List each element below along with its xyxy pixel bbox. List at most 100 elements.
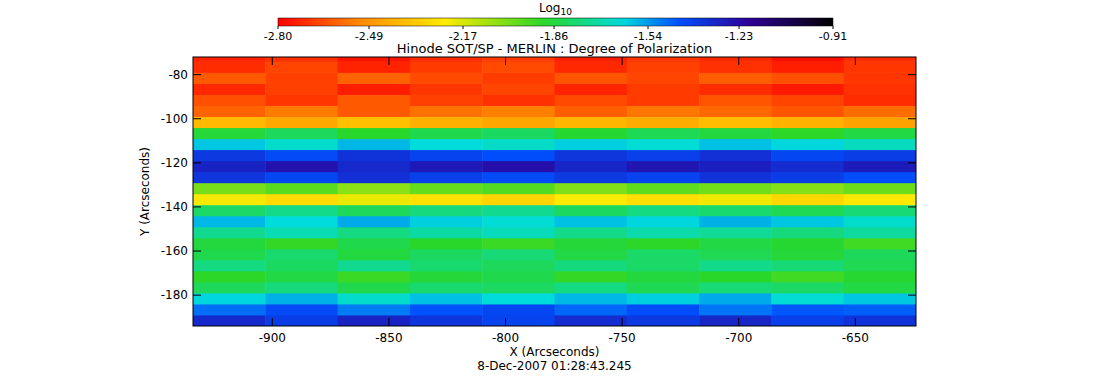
heatmap-cell: [844, 183, 916, 195]
heatmap-cell: [338, 106, 411, 118]
heatmap-cell: [627, 72, 700, 84]
heatmap-cell: [771, 161, 844, 173]
heatmap-cell: [627, 183, 700, 195]
heatmap-cell: [844, 72, 916, 84]
heatmap-cell: [338, 94, 411, 106]
heatmap-cell: [193, 139, 266, 151]
heatmap-cell: [482, 72, 555, 84]
heatmap-cell: [771, 183, 844, 195]
heatmap-cell: [193, 227, 266, 239]
heatmap-cell: [410, 183, 483, 195]
heatmap-cell: [771, 194, 844, 206]
heatmap-cell: [555, 183, 628, 195]
heatmap-cell: [265, 106, 338, 118]
heatmap-cell: [265, 150, 338, 162]
heatmap-cell: [555, 161, 628, 173]
heatmap-cell: [771, 293, 844, 305]
y-tick: [908, 162, 916, 163]
y-tick: [193, 206, 201, 207]
heatmap-cell: [627, 128, 700, 140]
heatmap-cell: [265, 83, 338, 95]
heatmap-cell: [338, 139, 411, 151]
heatmap-cell: [627, 150, 700, 162]
heatmap-cell: [482, 150, 555, 162]
chart: -900-850-800-750-700-650-180-160-140-120…: [0, 0, 1110, 384]
heatmap-cell: [338, 227, 411, 239]
colorbar-tick-label: -0.91: [819, 30, 847, 43]
heatmap-cell: [482, 315, 555, 326]
heatmap-cell: [338, 172, 411, 184]
colorbar-tick: [554, 26, 555, 29]
heatmap-cell: [410, 61, 483, 73]
heatmap-cell: [482, 117, 555, 129]
x-tick: [738, 318, 739, 326]
heatmap-cell: [193, 205, 266, 217]
heatmap-cell: [193, 57, 266, 62]
heatmap-cell: [193, 117, 266, 129]
heatmap-cell: [627, 216, 700, 228]
heatmap-cell: [410, 260, 483, 272]
heatmap-cell: [265, 194, 338, 206]
heatmap-cell: [338, 238, 411, 250]
heatmap-cell: [193, 271, 266, 283]
heatmap-cell: [844, 194, 916, 206]
x-tick: [272, 57, 273, 65]
heatmap-cell: [627, 304, 700, 316]
x-tick-label: -800: [492, 331, 519, 345]
heatmap-cell: [338, 304, 411, 316]
heatmap-cell: [193, 238, 266, 250]
heatmap-cell: [627, 139, 700, 151]
heatmap-cell: [771, 128, 844, 140]
y-tick-label: -80: [168, 68, 188, 82]
heatmap-cell: [482, 128, 555, 140]
heatmap-cell: [699, 128, 772, 140]
x-tick: [855, 57, 856, 65]
heatmap-cell: [338, 315, 411, 326]
heatmap-cell: [627, 282, 700, 294]
heatmap-cell: [844, 304, 916, 316]
y-tick-label: -140: [161, 200, 188, 214]
heatmap-cell: [193, 72, 266, 84]
heatmap-cell: [482, 94, 555, 106]
x-tick: [622, 318, 623, 326]
heatmap-cell: [482, 205, 555, 217]
heatmap-cell: [410, 139, 483, 151]
heatmap-cell: [265, 183, 338, 195]
heatmap-cell: [555, 117, 628, 129]
heatmap-cell: [193, 194, 266, 206]
heatmap-cell: [627, 61, 700, 73]
x-tick-label: -750: [609, 331, 636, 345]
y-tick: [908, 74, 916, 75]
heatmap-cell: [844, 238, 916, 250]
heatmap-cell: [771, 72, 844, 84]
heatmap-cell: [627, 293, 700, 305]
heatmap-cell: [265, 315, 338, 326]
heatmap-cell: [265, 293, 338, 305]
heatmap-cell: [844, 172, 916, 184]
heatmap-cell: [555, 128, 628, 140]
heatmap-cell: [771, 282, 844, 294]
y-tick: [908, 118, 916, 119]
heatmap-cell: [555, 106, 628, 118]
heatmap-cell: [482, 161, 555, 173]
heatmap-cell: [410, 194, 483, 206]
heatmap-cell: [410, 304, 483, 316]
heatmap-cell: [699, 83, 772, 95]
heatmap-cell: [265, 227, 338, 239]
heatmap-cell: [627, 227, 700, 239]
x-tick: [738, 57, 739, 65]
heatmap-cell: [555, 227, 628, 239]
heatmap-cell: [699, 304, 772, 316]
heatmap-cell: [410, 282, 483, 294]
heatmap-cell: [771, 238, 844, 250]
x-tick: [272, 318, 273, 326]
y-tick: [193, 162, 201, 163]
heatmap-cell: [338, 150, 411, 162]
heatmap-cell: [699, 282, 772, 294]
heatmap-cell: [771, 315, 844, 326]
heatmap-cell: [410, 238, 483, 250]
heatmap-cell: [193, 249, 266, 261]
heatmap-cell: [771, 139, 844, 151]
heatmap-cell: [265, 161, 338, 173]
colorbar-tick: [369, 26, 370, 29]
